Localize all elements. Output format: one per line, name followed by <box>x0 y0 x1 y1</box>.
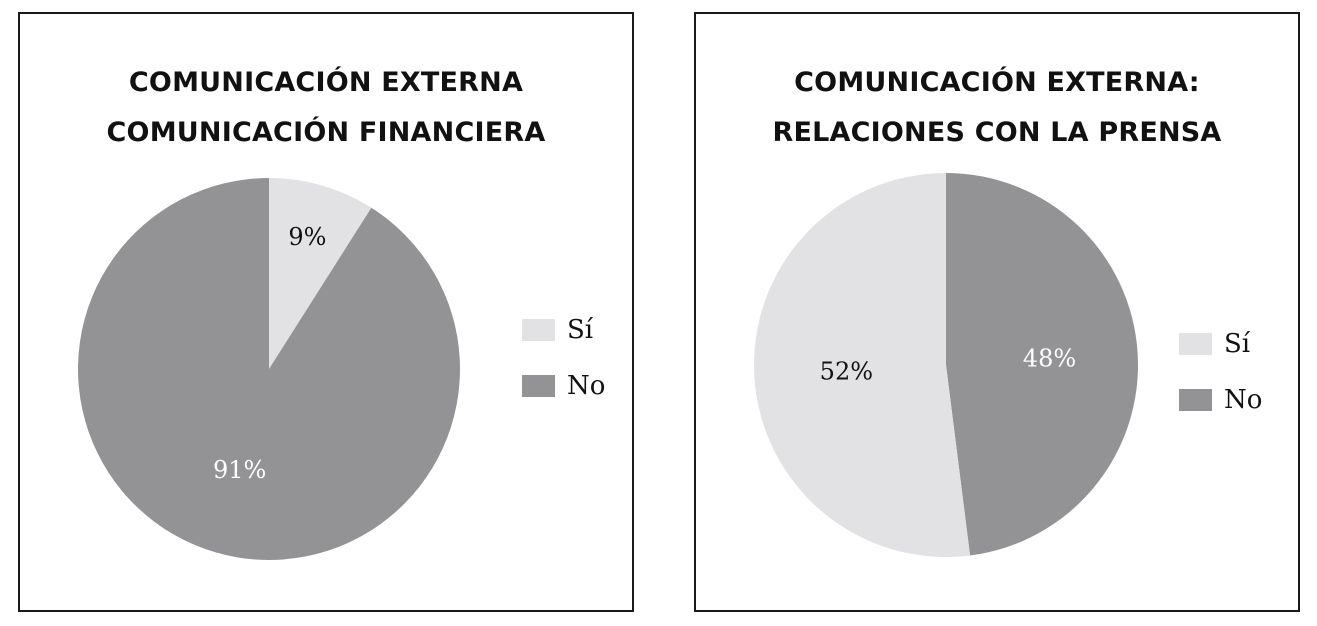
legend-label-no: No <box>567 371 606 401</box>
chart-title-line-2: COMUNICACIÓN FINANCIERA <box>106 117 546 148</box>
legend-swatch-si <box>1179 333 1212 355</box>
data-label-no: 48% <box>1023 344 1076 372</box>
legend: Sí No <box>522 302 605 414</box>
pie-slice-si <box>754 173 971 557</box>
legend-label-si: Sí <box>1224 329 1251 359</box>
chart-title-line-1: COMUNICACIÓN EXTERNA: <box>794 67 1200 98</box>
legend: Sí No <box>1179 316 1262 428</box>
legend-item-si: Sí <box>522 302 605 358</box>
data-label-si: 9% <box>288 223 326 251</box>
legend-item-no: No <box>1179 372 1262 428</box>
legend-swatch-no <box>522 375 555 397</box>
legend-swatch-si <box>522 319 555 341</box>
pie-slice-no <box>77 178 460 560</box>
chart-title: COMUNICACIÓN EXTERNA COMUNICACIÓN FINANC… <box>20 58 632 158</box>
chart-title-line-2: RELACIONES CON LA PRENSA <box>772 117 1222 148</box>
chart-title: COMUNICACIÓN EXTERNA: RELACIONES CON LA … <box>696 58 1298 158</box>
legend-swatch-no <box>1179 389 1212 411</box>
legend-label-no: No <box>1224 385 1263 415</box>
pie-chart: 48% 52% <box>754 172 1139 557</box>
pie-chart: 9% 91% <box>77 178 460 560</box>
pie-slice-no <box>946 172 1139 556</box>
chart-panel-financiera: COMUNICACIÓN EXTERNA COMUNICACIÓN FINANC… <box>18 12 634 612</box>
legend-item-si: Sí <box>1179 316 1262 372</box>
data-label-si: 52% <box>820 357 873 385</box>
pie-slice-si <box>269 178 372 369</box>
legend-label-si: Sí <box>567 315 594 345</box>
chart-panel-prensa: COMUNICACIÓN EXTERNA: RELACIONES CON LA … <box>694 12 1300 612</box>
legend-item-no: No <box>522 358 605 414</box>
data-label-no: 91% <box>213 456 266 484</box>
chart-title-line-1: COMUNICACIÓN EXTERNA <box>128 67 524 98</box>
